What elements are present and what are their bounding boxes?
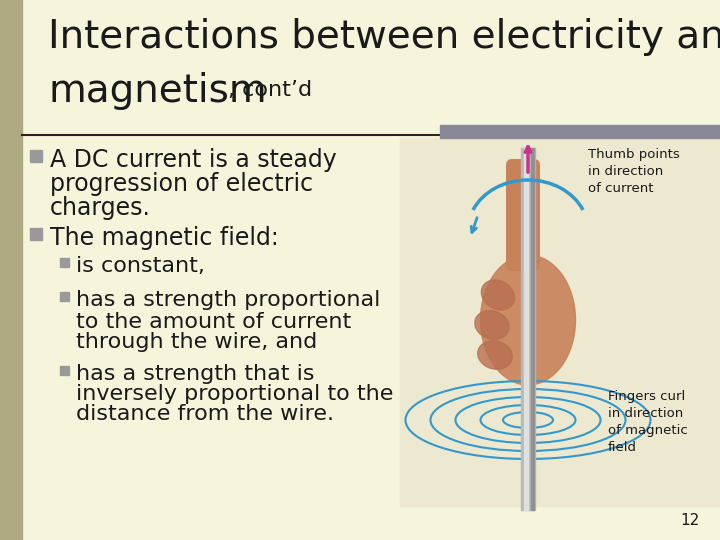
Ellipse shape [475,310,509,340]
Text: Interactions between electricity and: Interactions between electricity and [48,18,720,56]
Text: inversely proportional to the: inversely proportional to the [76,384,393,404]
Bar [60,292,69,301]
Text: magnetism: magnetism [48,72,266,110]
Bar [440,125,720,138]
Text: to the amount of current: to the amount of current [76,312,351,332]
Bar [400,138,720,506]
Ellipse shape [480,255,575,385]
Text: charges.: charges. [50,196,151,220]
Bar [521,148,535,510]
Text: , cont’d: , cont’d [228,80,312,100]
Bar [0,0,22,540]
Text: Thumb points
in direction
of current: Thumb points in direction of current [588,148,680,195]
Text: Fingers curl
in direction
of magnetic
field: Fingers curl in direction of magnetic fi… [608,390,688,454]
Text: The magnetic field:: The magnetic field: [50,226,279,250]
Bar [30,150,42,162]
Bar [524,148,528,510]
Bar [60,366,69,375]
Text: through the wire, and: through the wire, and [76,332,318,352]
Text: progression of electric: progression of electric [50,172,313,196]
Text: has a strength proportional: has a strength proportional [76,290,380,310]
Text: 12: 12 [680,513,700,528]
Ellipse shape [477,341,513,369]
Bar [531,148,534,510]
FancyBboxPatch shape [506,159,540,271]
Text: is constant,: is constant, [76,256,205,276]
Bar [30,228,42,240]
Text: distance from the wire.: distance from the wire. [76,404,334,424]
Bar [60,258,69,267]
Ellipse shape [481,280,515,310]
Text: has a strength that is: has a strength that is [76,364,315,384]
Text: A DC current is a steady: A DC current is a steady [50,148,337,172]
